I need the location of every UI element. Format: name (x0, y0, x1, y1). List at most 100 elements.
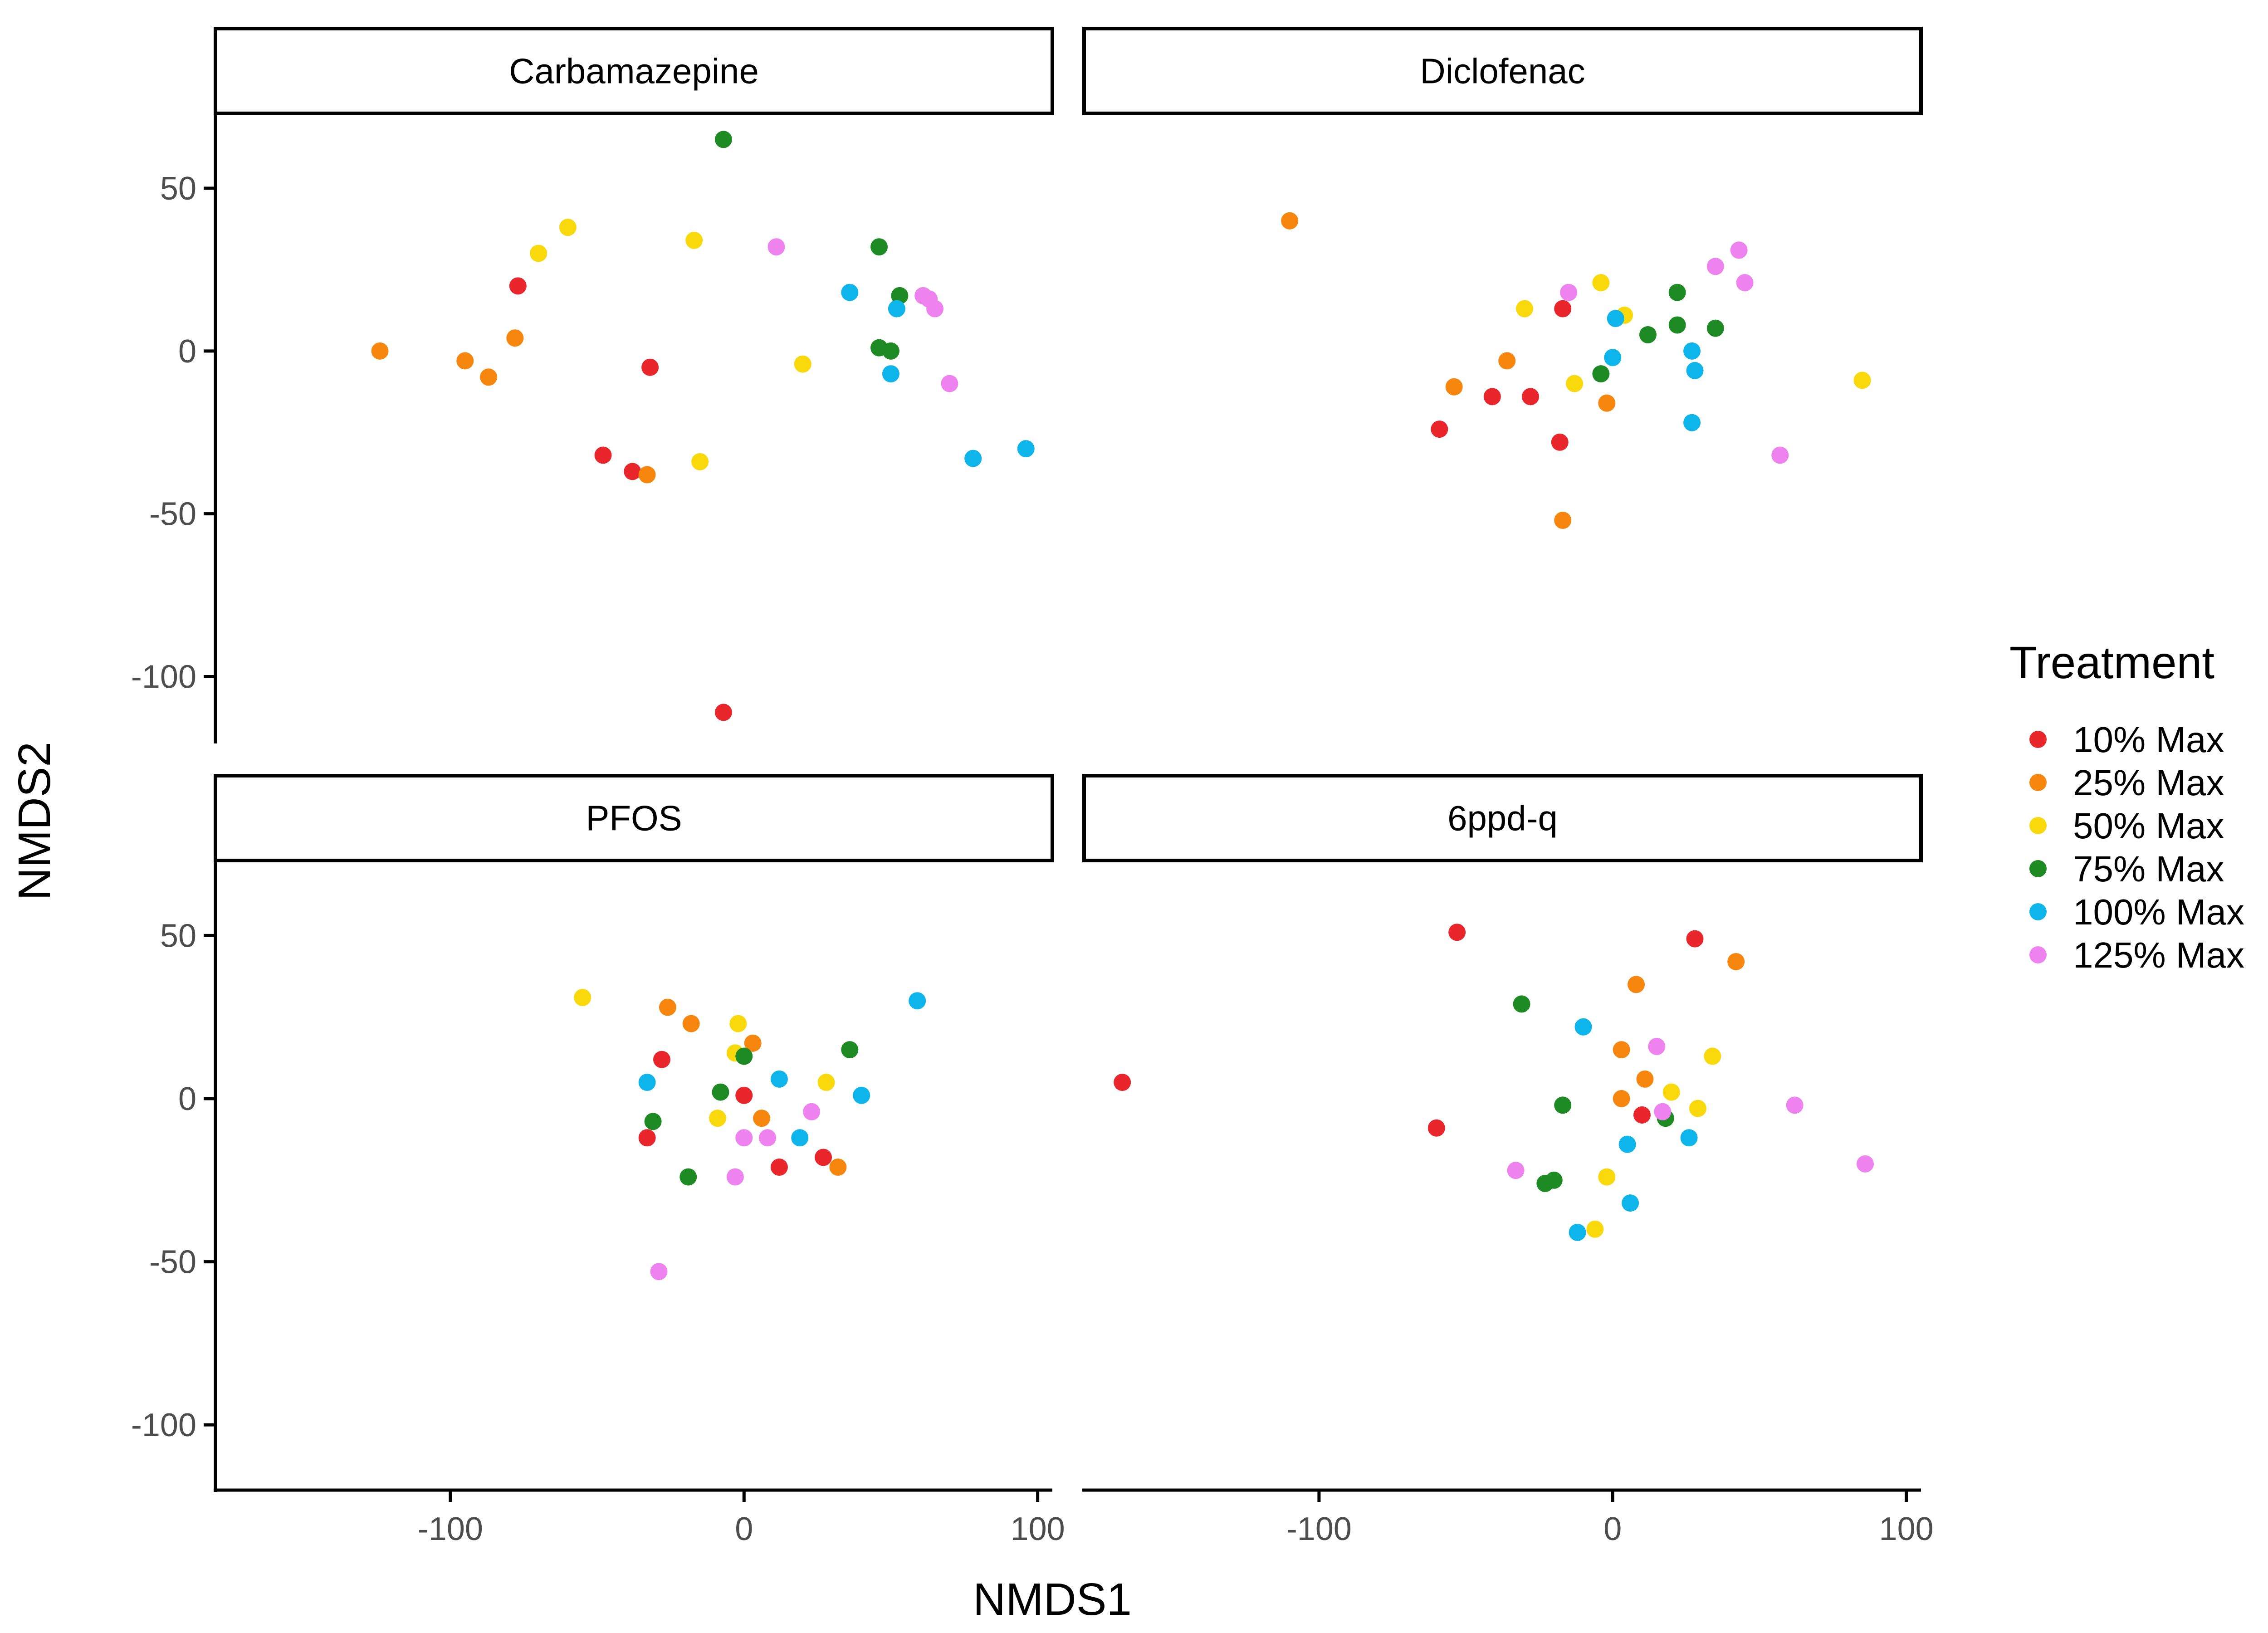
x-tick-label: 100 (1011, 1511, 1065, 1547)
data-point (371, 342, 389, 360)
data-point (1771, 446, 1789, 464)
data-point (1554, 1096, 1572, 1114)
series-125pct-max (650, 1103, 821, 1281)
data-point (1633, 1106, 1651, 1124)
data-point (638, 1129, 656, 1147)
data-point (1706, 258, 1724, 275)
data-point (1786, 1096, 1804, 1114)
data-point (1554, 512, 1572, 529)
data-point (559, 219, 577, 236)
legend-label: 50% Max (2073, 806, 2224, 846)
data-point (726, 1168, 744, 1186)
data-point (1704, 1047, 1721, 1065)
series-50pct-max (1586, 1047, 1721, 1238)
data-point (709, 1110, 726, 1127)
legend-entry-75pct-max: 75% Max (2029, 849, 2224, 889)
legend-entry-25pct-max: 25% Max (2029, 763, 2224, 803)
data-point (817, 1074, 835, 1091)
data-point (644, 1113, 662, 1130)
series-25pct-max (371, 329, 656, 484)
series-125pct-max (1560, 241, 1789, 464)
data-point (753, 1110, 771, 1127)
facet-panels: Carbamazepine Diclofenac PFOS 6ppd-q (214, 27, 1923, 1281)
data-point (1654, 1103, 1672, 1120)
y-tick-label: 0 (178, 1081, 196, 1117)
facet-panel-6ppd-q: 6ppd-q (1082, 774, 1923, 1241)
legend-entry-10pct-max: 10% Max (2029, 719, 2224, 760)
data-point (594, 446, 612, 464)
series-25pct-max (1281, 212, 1616, 529)
data-point (1522, 388, 1539, 406)
data-point (1545, 1171, 1563, 1189)
data-point (759, 1129, 777, 1147)
series-100pct-max (841, 284, 1035, 467)
data-point (1498, 352, 1516, 370)
data-point (1853, 372, 1871, 389)
data-point (1516, 300, 1534, 318)
series-125pct-max (767, 238, 958, 392)
x-tick-label: 0 (1603, 1511, 1622, 1547)
series-75pct-max (1592, 284, 1724, 383)
data-point (509, 277, 527, 295)
data-point (1689, 1100, 1706, 1117)
legend-entry-50pct-max: 50% Max (2029, 806, 2224, 846)
facet-panel-diclofenac: Diclofenac (1082, 27, 1923, 529)
data-point (1636, 1070, 1654, 1088)
legend-marker (2029, 731, 2047, 748)
data-point (926, 300, 944, 318)
data-point (682, 1015, 700, 1032)
data-point (1483, 388, 1501, 406)
data-point (891, 287, 909, 304)
data-point (638, 1074, 656, 1091)
data-point (1592, 365, 1610, 383)
data-point (791, 1129, 809, 1147)
data-point (829, 1159, 847, 1176)
legend-marker (2029, 903, 2047, 920)
data-point (1431, 420, 1448, 438)
data-point (1613, 1041, 1630, 1059)
y-tick-label: -50 (149, 496, 196, 533)
facet-strip-pfos (214, 774, 1054, 862)
legend-label: 100% Max (2073, 892, 2244, 932)
data-point (1683, 342, 1701, 360)
data-point (1730, 241, 1748, 259)
data-point (1686, 362, 1704, 379)
data-point (1513, 995, 1530, 1013)
data-point (1680, 1129, 1698, 1147)
series-25pct-max (659, 998, 847, 1176)
series-100pct-max (1604, 310, 1704, 431)
series-50pct-max (574, 989, 835, 1127)
data-point (767, 238, 785, 256)
data-point (1668, 284, 1686, 301)
data-point (815, 1149, 832, 1166)
data-point (770, 1159, 788, 1176)
series-75pct-max (1513, 995, 1674, 1192)
legend-label: 75% Max (2073, 849, 2224, 889)
data-point (653, 1051, 670, 1068)
data-point (1114, 1074, 1131, 1091)
data-point (941, 375, 958, 392)
facet-panel-pfos: PFOS (214, 774, 1054, 1281)
series-50pct-max (530, 219, 811, 470)
data-point (888, 300, 905, 318)
series-100pct-max (638, 992, 926, 1147)
data-point (1727, 953, 1745, 970)
data-point (964, 450, 982, 467)
legend-entry-125pct-max: 125% Max (2029, 935, 2244, 975)
facet-strip-diclofenac (1082, 27, 1923, 115)
facet-label-carbamazepine: Carbamazepine (509, 51, 759, 91)
data-point (1574, 1018, 1592, 1036)
data-point (909, 992, 926, 1010)
data-point (1554, 300, 1572, 318)
data-point (803, 1103, 821, 1120)
series-10pct-max (509, 277, 732, 721)
y-tick-label: 0 (178, 333, 196, 370)
data-point (1551, 433, 1569, 451)
legend-entry-100pct-max: 100% Max (2029, 892, 2244, 932)
data-point (1598, 1168, 1616, 1186)
legend-marker (2029, 946, 2047, 963)
facet-strip-6ppd-q (1082, 774, 1923, 862)
data-point (1427, 1119, 1445, 1137)
data-point (659, 998, 676, 1016)
